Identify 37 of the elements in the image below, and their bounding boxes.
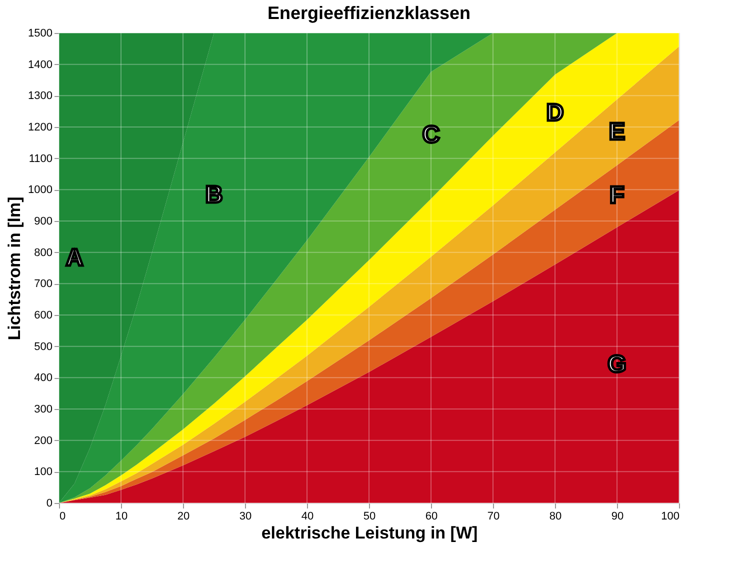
y-tick-label: 300 <box>34 404 52 416</box>
x-tick-label: 10 <box>115 510 128 522</box>
y-tick-label: 1100 <box>28 152 52 165</box>
chart-title: Energieeffizienzklassen <box>267 3 471 23</box>
y-tick-label: 1500 <box>28 28 52 40</box>
x-tick-label: 90 <box>611 510 624 522</box>
x-tick-label: 70 <box>487 510 500 522</box>
series-label: A <box>66 244 84 272</box>
x-tick-label: 40 <box>301 510 314 522</box>
x-tick-label: 80 <box>549 510 562 522</box>
series-label: B <box>205 181 223 208</box>
x-tick-label: 60 <box>425 510 438 522</box>
y-axis-title: Lichtstrom in [lm] <box>5 196 24 340</box>
y-tick-label: 1400 <box>28 58 52 71</box>
y-tick-label: 500 <box>34 340 52 353</box>
x-tick-label: 0 <box>60 510 66 522</box>
y-tick-label: 900 <box>34 216 52 228</box>
y-tick-label: 600 <box>34 310 52 322</box>
x-tick-label: 50 <box>363 510 376 522</box>
series-label: G <box>608 351 626 378</box>
y-tick-label: 700 <box>34 278 52 290</box>
y-tick-label: 1200 <box>28 122 52 134</box>
y-tick-label: 1300 <box>28 90 52 102</box>
x-axis-title: elektrische Leistung in [W] <box>261 524 478 542</box>
x-tick-label: 30 <box>239 510 252 522</box>
x-tick-label: 100 <box>661 510 680 522</box>
series-label: E <box>608 118 626 146</box>
y-tick-label: 1000 <box>28 184 52 196</box>
y-tick-label: 0 <box>46 498 52 510</box>
y-tick-label: 200 <box>34 434 52 447</box>
x-tick-label: 20 <box>177 510 190 522</box>
series-label: F <box>610 182 624 210</box>
series-label: D <box>546 100 564 127</box>
y-tick-label: 800 <box>34 246 52 259</box>
series-label: C <box>422 121 440 148</box>
y-tick-label: 400 <box>34 372 52 384</box>
y-tick-label: 100 <box>34 466 52 478</box>
